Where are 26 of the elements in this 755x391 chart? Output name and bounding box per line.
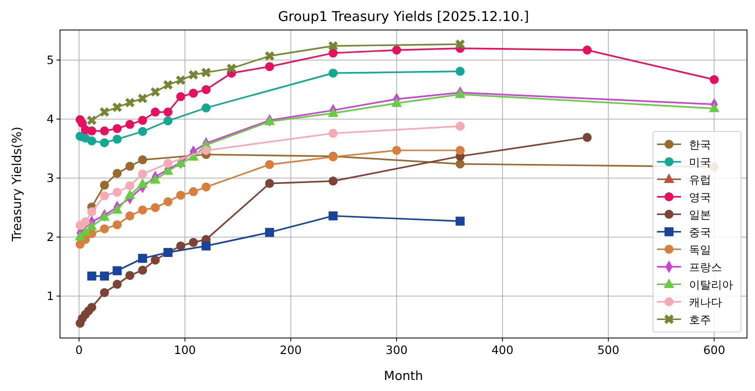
x-tick-label: 600 — [703, 343, 726, 357]
y-tick-label: 5 — [46, 53, 54, 68]
legend-label: 프랑스 — [689, 260, 722, 274]
legend-label: 중국 — [689, 226, 711, 239]
y-tick-label: 2 — [46, 230, 54, 244]
y-axis-title: Treasury Yields(%) — [9, 126, 24, 242]
legend-label: 캐나다 — [689, 296, 722, 309]
x-axis-title: Month — [384, 368, 424, 383]
y-tick-label: 4 — [46, 112, 54, 126]
x-tick-label: 300 — [386, 343, 408, 357]
legend-label: 독일 — [689, 243, 711, 256]
legend-label: 일본 — [689, 208, 711, 222]
y-tick-label: 1 — [46, 289, 54, 304]
legend-label: 영국 — [689, 190, 711, 204]
y-tick-label: 3 — [46, 171, 54, 186]
legend-label: 이탈리아 — [689, 278, 733, 292]
x-tick-label: 200 — [280, 343, 302, 357]
x-tick-label: 500 — [597, 343, 620, 357]
x-tick-label: 0 — [75, 343, 83, 357]
x-tick-label: 400 — [492, 343, 514, 357]
legend-label: 호주 — [689, 313, 711, 326]
legend-label: 한국 — [689, 138, 711, 152]
chart-title: Group1 Treasury Yields [2025.12.10.] — [278, 9, 530, 25]
x-tick-label: 100 — [174, 343, 196, 357]
legend-label: 유럽 — [689, 173, 711, 186]
legend-label: 미국 — [689, 156, 711, 169]
